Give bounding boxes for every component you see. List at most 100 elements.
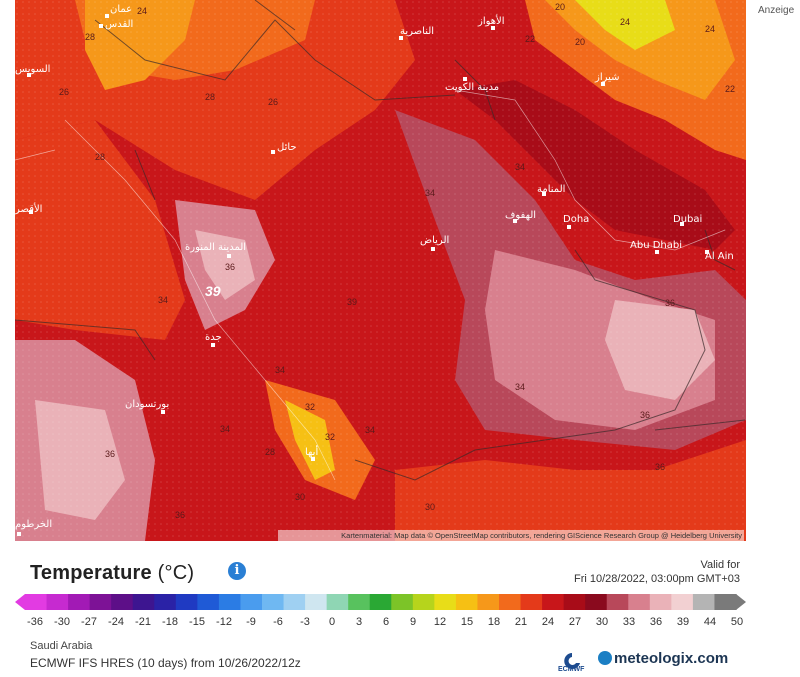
isotherm-label: 36 bbox=[225, 262, 235, 272]
city-marker[interactable]: الأهواز bbox=[477, 14, 505, 30]
legend-title: Temperature (°C) bbox=[30, 562, 194, 585]
city-marker[interactable]: القدس bbox=[99, 19, 133, 30]
city-marker[interactable]: جدة bbox=[205, 332, 222, 347]
scale-swatch bbox=[692, 594, 716, 610]
scale-tick-label: 39 bbox=[676, 616, 690, 628]
scale-tick-label: -30 bbox=[54, 616, 70, 628]
isotherm-label: 34 bbox=[365, 425, 375, 435]
city-marker[interactable]: بورتسودان bbox=[125, 399, 169, 414]
isotherm-label: 20 bbox=[575, 37, 585, 47]
scale-swatch bbox=[649, 594, 672, 610]
map-attribution[interactable]: Kartenmaterial: Map data © OpenStreetMap… bbox=[278, 530, 744, 541]
city-marker[interactable]: Abu Dhabi bbox=[630, 240, 682, 254]
isotherm-labels: 24 28 28 26 26 28 34 34 36 39 34 34 34 3… bbox=[59, 2, 735, 520]
scale-swatch bbox=[25, 594, 48, 610]
svg-text:السويس: السويس bbox=[15, 64, 50, 75]
legend-unit: (°C) bbox=[157, 562, 195, 584]
city-marker[interactable]: Al Ain bbox=[705, 250, 734, 262]
meteologix-text: meteologix.com bbox=[614, 650, 729, 667]
scale-tick-label: -27 bbox=[81, 616, 97, 628]
city-marker[interactable]: حائل bbox=[271, 142, 297, 154]
scale-swatch bbox=[520, 594, 543, 610]
scale-swatch bbox=[714, 594, 737, 610]
scale-tick-label: -36 bbox=[27, 616, 43, 628]
legend-title-text: Temperature bbox=[30, 562, 152, 584]
scale-swatch bbox=[111, 594, 134, 610]
ecmwf-logo-text: ECMWF bbox=[558, 666, 585, 673]
city-marker[interactable]: المدينة المنورة bbox=[185, 242, 246, 258]
city-marker[interactable]: الأقصر bbox=[15, 202, 42, 215]
isotherm-label: 26 bbox=[59, 87, 69, 97]
city-marker[interactable]: Dubai bbox=[673, 214, 702, 226]
meteologix-logo[interactable]: meteologix.com bbox=[598, 650, 728, 667]
scale-swatch bbox=[499, 594, 522, 610]
svg-text:أبها: أبها bbox=[305, 445, 318, 458]
isotherm-label: 36 bbox=[655, 462, 665, 472]
isotherm-label: 24 bbox=[137, 6, 147, 16]
city-marker[interactable]: أبها bbox=[305, 445, 318, 461]
svg-text:Al Ain: Al Ain bbox=[705, 251, 734, 262]
scale-tick-label: 9 bbox=[409, 616, 417, 628]
isotherm-label: 28 bbox=[85, 32, 95, 42]
isotherm-label: 36 bbox=[105, 449, 115, 459]
city-marker[interactable]: الخرطوم bbox=[15, 519, 52, 536]
isotherm-label: 34 bbox=[220, 424, 230, 434]
scale-swatch bbox=[391, 594, 414, 610]
scale-swatch bbox=[606, 594, 629, 610]
ecmwf-logo-icon[interactable] bbox=[557, 648, 587, 674]
city-marker[interactable]: Doha bbox=[563, 214, 589, 229]
svg-text:الهفوف: الهفوف bbox=[505, 210, 536, 221]
isotherm-label: 34 bbox=[515, 382, 525, 392]
isotherm-label: 24 bbox=[620, 17, 630, 27]
region-name: Saudi Arabia bbox=[30, 640, 93, 652]
svg-text:Abu Dhabi: Abu Dhabi bbox=[630, 240, 682, 251]
isotherm-label: 34 bbox=[158, 295, 168, 305]
city-marker[interactable]: الرياض bbox=[420, 235, 449, 251]
city-marker[interactable]: السويس bbox=[15, 64, 50, 77]
svg-text:المدينة المنورة: المدينة المنورة bbox=[185, 242, 246, 253]
city-marker[interactable]: المنامة bbox=[537, 184, 565, 196]
isotherm-label: 39 bbox=[347, 297, 357, 307]
scale-swatch bbox=[89, 594, 112, 610]
scale-swatch bbox=[434, 594, 457, 610]
scale-swatch bbox=[563, 594, 586, 610]
svg-text:الرياض: الرياض bbox=[420, 235, 449, 246]
city-marker[interactable]: عمان bbox=[105, 4, 132, 18]
advert-label: Anzeige bbox=[758, 5, 795, 16]
city-marker[interactable]: الناصرية bbox=[399, 26, 434, 40]
scale-tick-label: 44 bbox=[703, 616, 717, 628]
scale-swatch bbox=[585, 594, 608, 610]
isotherm-label: 34 bbox=[275, 365, 285, 375]
scale-tick-label: -6 bbox=[273, 616, 283, 628]
info-icon[interactable]: i bbox=[228, 562, 246, 580]
city-marker[interactable]: شيراز bbox=[594, 72, 620, 86]
scale-tick-label: -21 bbox=[135, 616, 151, 628]
scale-tick-label: 12 bbox=[433, 616, 447, 628]
svg-text:حائل: حائل bbox=[277, 142, 297, 153]
temperature-map[interactable]: 24 28 28 26 26 28 34 34 36 39 34 34 34 3… bbox=[15, 0, 746, 541]
scale-swatch bbox=[671, 594, 694, 610]
scale-swatch bbox=[46, 594, 69, 610]
svg-text:جدة: جدة bbox=[205, 332, 222, 343]
isotherm-label: 24 bbox=[705, 24, 715, 34]
isotherm-label: 30 bbox=[295, 492, 305, 502]
country-borders bbox=[15, 0, 746, 481]
isotherm-label: 30 bbox=[425, 502, 435, 512]
model-run: ECMWF IFS HRES (10 days) from 10/26/2022… bbox=[30, 656, 301, 670]
scale-swatch bbox=[68, 594, 91, 610]
city-marker[interactable]: مدينة الكويت bbox=[445, 77, 499, 93]
svg-text:Doha: Doha bbox=[563, 214, 589, 225]
map-texture bbox=[15, 0, 746, 541]
svg-text:الخرطوم: الخرطوم bbox=[15, 519, 52, 530]
scale-swatch bbox=[175, 594, 198, 610]
city-marker[interactable]: الهفوف bbox=[505, 210, 536, 223]
scale-swatch bbox=[154, 594, 177, 610]
max-temperature-value: 39 bbox=[205, 283, 221, 299]
scale-swatch bbox=[542, 594, 565, 610]
scale-swatch bbox=[218, 594, 242, 610]
isotherm-label: 32 bbox=[305, 402, 315, 412]
scale-swatch bbox=[412, 594, 435, 610]
map-canvas: 24 28 28 26 26 28 34 34 36 39 34 34 34 3… bbox=[15, 0, 746, 541]
isotherm-label: 34 bbox=[425, 188, 435, 198]
scale-swatch bbox=[455, 594, 479, 610]
